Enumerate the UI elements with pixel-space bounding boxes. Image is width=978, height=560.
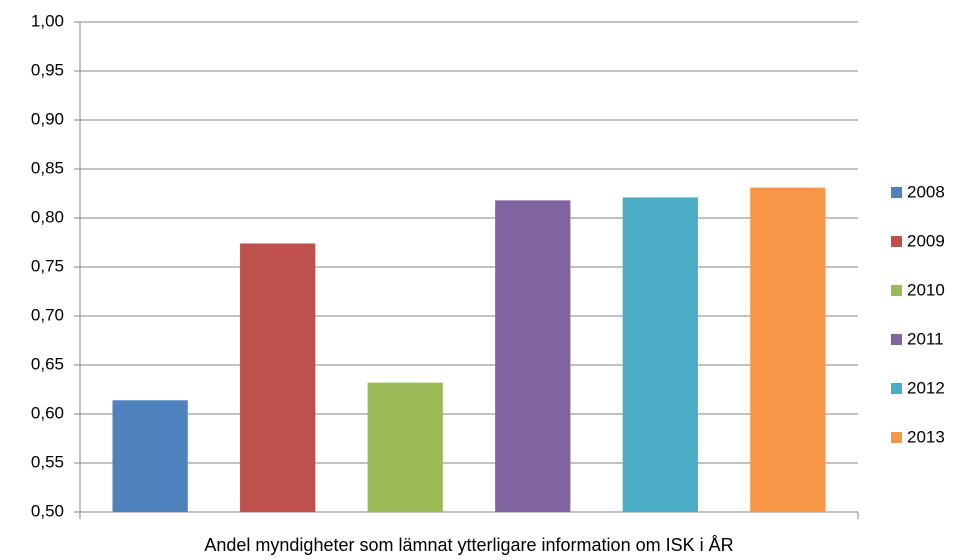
bar [240, 243, 316, 513]
legend-label: 2010 [907, 280, 945, 299]
y-tick-label: 0,65 [31, 354, 64, 373]
legend-label: 2011 [907, 329, 944, 348]
x-tick-label: Andel myndigheter som lämnat ytterligare… [204, 535, 733, 555]
y-tick-label: 0,70 [31, 305, 64, 324]
legend-swatch [891, 187, 902, 198]
y-tick-label: 0,50 [31, 501, 64, 520]
bar [622, 197, 698, 513]
y-tick-label: 0,80 [31, 207, 64, 226]
legend-label: 2012 [907, 378, 945, 397]
y-tick-label: 0,60 [31, 403, 64, 422]
bar [495, 200, 571, 513]
legend-label: 2009 [907, 231, 945, 250]
bar [750, 187, 826, 512]
bar [367, 382, 443, 512]
legend-swatch [891, 383, 902, 394]
legend-label: 2013 [907, 427, 945, 446]
y-tick-label: 0,75 [31, 256, 64, 275]
y-tick-label: 0,55 [31, 452, 64, 471]
y-tick-label: 0,90 [31, 109, 64, 128]
bar [112, 400, 188, 512]
legend-swatch [891, 432, 902, 443]
y-tick-label: 1,00 [31, 11, 64, 30]
y-tick-label: 0,85 [31, 158, 64, 177]
legend-swatch [891, 334, 902, 345]
legend-swatch [891, 236, 902, 247]
y-tick-label: 0,95 [31, 60, 64, 79]
legend-label: 2008 [907, 182, 945, 201]
legend-swatch [891, 285, 902, 296]
